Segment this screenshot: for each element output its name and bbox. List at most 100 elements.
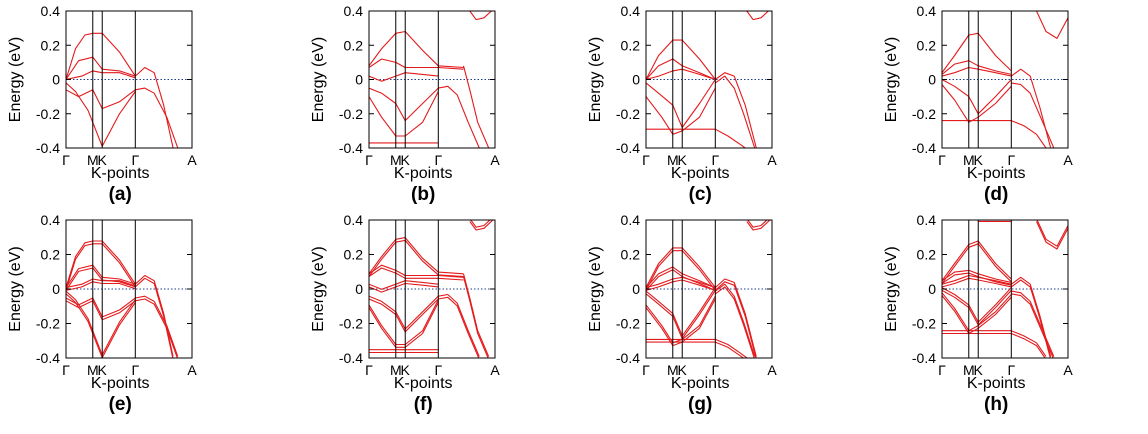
band-line	[1036, 221, 1068, 250]
band-line	[1010, 276, 1052, 357]
ytick-label: 0	[52, 281, 60, 297]
ytick-label: -0.4	[339, 140, 363, 156]
band-line	[469, 220, 494, 231]
kpoint-label: M	[667, 362, 679, 378]
kpoint-label: Γ	[434, 152, 442, 168]
ytick-label: 0.4	[41, 212, 61, 228]
band-line	[469, 11, 493, 21]
kpoint-label: Γ	[938, 152, 946, 168]
kpoint-label: M	[963, 152, 975, 168]
band-line	[715, 338, 749, 358]
kpoint-label: Γ	[62, 362, 70, 378]
band-lines	[942, 11, 1068, 148]
band-lines	[369, 11, 493, 148]
kpoint-label: A	[1063, 362, 1073, 378]
band-line	[646, 39, 716, 80]
band-line	[135, 295, 179, 357]
x-axis-label: K-points	[671, 375, 730, 392]
kpoint-label: K	[678, 362, 688, 378]
band-line	[942, 274, 1012, 285]
band-line	[714, 75, 756, 148]
kpoint-label: M	[87, 362, 99, 378]
band-line	[646, 269, 716, 291]
ytick-label: 0.2	[41, 247, 61, 263]
band-line	[942, 79, 1012, 115]
panel-c: -0.4 -0.2 0 0.2 0.4 Γ MK Γ A K-points Energy (eV) (…	[587, 3, 777, 205]
band-line	[942, 269, 1012, 283]
panel-g: -0.4 -0.2 0 0.2 0.4 Γ MK Γ A K-points Energy (eV) (…	[587, 212, 777, 415]
x-axis-label: K-points	[967, 375, 1026, 392]
panel-label: (c)	[689, 184, 712, 205]
kpoint-label: Γ	[131, 362, 139, 378]
kpoint-label: K	[98, 362, 108, 378]
band-line	[942, 292, 1012, 332]
ytick-label: -0.2	[912, 316, 936, 332]
band-line	[66, 267, 136, 291]
y-axis-label: Energy (eV)	[7, 37, 24, 122]
ytick-label: 0.2	[621, 37, 641, 53]
band-line	[1011, 290, 1055, 357]
band-line	[369, 280, 439, 290]
kpoint-label: Γ	[131, 152, 139, 168]
band-line	[942, 240, 1012, 282]
kpoint-label: Γ	[1007, 152, 1015, 168]
band-line	[746, 220, 771, 231]
band-line	[462, 273, 490, 357]
band-line	[715, 341, 745, 358]
kpoint-label: M	[963, 362, 975, 378]
band-line	[66, 293, 136, 358]
band-lines	[66, 240, 179, 358]
band-line	[646, 276, 716, 289]
band-line	[942, 289, 1012, 326]
y-axis-label: Energy (eV)	[310, 37, 327, 122]
kpoint-label: A	[187, 362, 197, 378]
band-line	[66, 278, 136, 289]
ytick-label: -0.2	[912, 106, 936, 122]
ytick-label: 0.2	[41, 37, 61, 53]
band-line	[66, 82, 136, 147]
band-lines	[369, 220, 494, 358]
ytick-label: 0	[52, 72, 60, 88]
band-line	[942, 287, 1012, 323]
ytick-label: -0.4	[912, 350, 936, 366]
kpoint-label: Γ	[938, 362, 946, 378]
panel-h: -0.4 -0.2 0 0.2 0.4 Γ MK Γ A K-points Energy (eV) (…	[883, 212, 1073, 415]
ytick-label: -0.4	[36, 140, 60, 156]
y-axis-label: Energy (eV)	[587, 246, 604, 331]
band-line	[66, 300, 136, 321]
band-line	[646, 298, 716, 347]
panel-label: (f)	[414, 394, 433, 415]
band-lines	[646, 220, 771, 358]
ytick-label: 0.2	[344, 37, 364, 53]
ytick-label: 0.4	[621, 3, 641, 19]
band-line	[438, 296, 480, 358]
band-line	[369, 302, 439, 348]
band-line	[369, 295, 439, 330]
kpoint-label: M	[390, 362, 402, 378]
kpoint-label: Γ	[642, 152, 650, 168]
band-line	[714, 72, 757, 148]
kpoint-label: Γ	[365, 362, 373, 378]
band-line	[942, 84, 1012, 123]
band-line	[942, 272, 1012, 286]
x-axis-label: K-points	[394, 165, 453, 182]
ytick-label: -0.2	[339, 316, 363, 332]
band-line	[746, 11, 770, 21]
kpoint-label: A	[1063, 152, 1073, 168]
band-line	[1036, 220, 1068, 247]
kpoint-label: M	[87, 152, 99, 168]
ytick-label: -0.2	[36, 316, 60, 332]
kpoint-label: M	[667, 152, 679, 168]
band-line	[1010, 68, 1052, 148]
band-line	[714, 278, 757, 357]
y-axis-label: Energy (eV)	[587, 37, 604, 122]
kpoint-label: K	[974, 362, 984, 378]
kpoint-label: A	[767, 152, 777, 168]
y-axis-label: Energy (eV)	[310, 246, 327, 331]
x-axis-label: K-points	[91, 375, 150, 392]
y-axis-label: Energy (eV)	[7, 246, 24, 331]
panel-f: -0.4 -0.2 0 0.2 0.4 Γ MK Γ A K-points Energy (eV) (…	[310, 212, 500, 415]
kpoint-label: K	[98, 152, 108, 168]
band-line	[646, 287, 716, 337]
band-line	[462, 276, 489, 358]
